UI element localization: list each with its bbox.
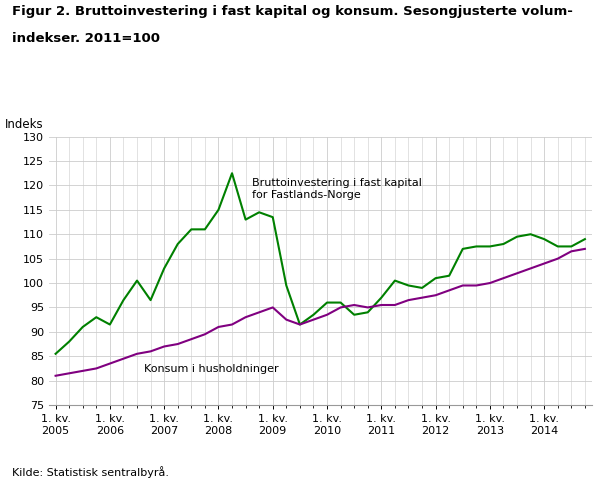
Text: Indeks: Indeks [5, 118, 44, 131]
Text: Kilde: Statistisk sentralbyrå.: Kilde: Statistisk sentralbyrå. [12, 467, 169, 478]
Text: Konsum i husholdninger: Konsum i husholdninger [144, 364, 278, 373]
Text: Figur 2. Bruttoinvestering i fast kapital og konsum. Sesongjusterte volum-: Figur 2. Bruttoinvestering i fast kapita… [12, 5, 573, 18]
Text: Bruttoinvestering i fast kapital
for Fastlands-Norge: Bruttoinvestering i fast kapital for Fas… [253, 178, 422, 200]
Text: indekser. 2011=100: indekser. 2011=100 [12, 32, 160, 45]
